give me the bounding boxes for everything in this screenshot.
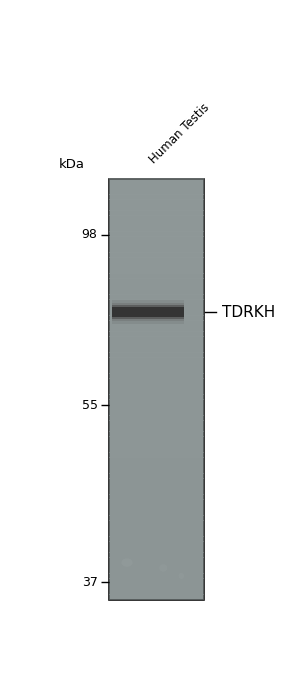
- Bar: [109, 441, 204, 447]
- Bar: [109, 500, 204, 505]
- Bar: [109, 563, 204, 568]
- Bar: [109, 231, 204, 237]
- Ellipse shape: [179, 573, 184, 579]
- Bar: [109, 452, 204, 458]
- Bar: [109, 410, 204, 416]
- Bar: [109, 589, 204, 594]
- Bar: [109, 304, 204, 311]
- Bar: [109, 189, 204, 194]
- Bar: [109, 383, 204, 390]
- Bar: [109, 236, 204, 242]
- Bar: [109, 262, 204, 268]
- Bar: [109, 179, 204, 184]
- Bar: [109, 363, 204, 368]
- Bar: [109, 342, 204, 347]
- Bar: [109, 583, 204, 590]
- Bar: [109, 436, 204, 442]
- Bar: [109, 252, 204, 258]
- Bar: [109, 489, 204, 495]
- Bar: [109, 415, 204, 421]
- Bar: [112, 305, 184, 319]
- Bar: [109, 473, 204, 479]
- Bar: [109, 336, 204, 342]
- Bar: [109, 294, 204, 300]
- Bar: [109, 368, 204, 374]
- Bar: [109, 268, 204, 273]
- Bar: [109, 373, 204, 379]
- Bar: [109, 199, 204, 206]
- Text: 37: 37: [82, 576, 98, 589]
- Bar: [109, 215, 204, 221]
- Bar: [109, 462, 204, 468]
- Bar: [109, 552, 204, 558]
- Bar: [109, 447, 204, 453]
- Bar: [109, 357, 204, 363]
- Bar: [109, 468, 204, 473]
- Bar: [109, 478, 204, 484]
- Bar: [109, 352, 204, 358]
- Bar: [109, 557, 204, 563]
- Bar: [109, 278, 204, 284]
- Ellipse shape: [121, 558, 133, 567]
- Bar: [109, 242, 204, 247]
- Bar: [109, 221, 204, 226]
- Text: kDa: kDa: [59, 158, 85, 171]
- Bar: [109, 347, 204, 353]
- Bar: [109, 484, 204, 489]
- Bar: [109, 431, 204, 437]
- Bar: [109, 421, 204, 426]
- Bar: [109, 394, 204, 400]
- Bar: [109, 226, 204, 232]
- Bar: [109, 547, 204, 552]
- Bar: [109, 510, 204, 516]
- Bar: [109, 457, 204, 463]
- Bar: [109, 389, 204, 394]
- Text: 55: 55: [81, 399, 98, 412]
- Bar: [109, 536, 204, 542]
- Bar: [109, 568, 204, 574]
- Bar: [109, 320, 204, 327]
- Bar: [109, 504, 204, 511]
- Bar: [109, 273, 204, 279]
- Bar: [109, 316, 204, 321]
- Bar: [109, 573, 204, 579]
- Bar: [109, 205, 204, 210]
- Bar: [109, 399, 204, 406]
- Bar: [109, 579, 204, 584]
- Bar: [109, 331, 204, 337]
- Bar: [109, 405, 204, 410]
- Bar: [109, 526, 204, 531]
- Bar: [112, 300, 184, 325]
- Text: Human Testis: Human Testis: [147, 100, 212, 165]
- Bar: [109, 300, 204, 305]
- Bar: [109, 247, 204, 253]
- Bar: [109, 531, 204, 537]
- Bar: [109, 289, 204, 295]
- Bar: [109, 594, 204, 600]
- Text: TDRKH: TDRKH: [222, 304, 275, 320]
- Text: 98: 98: [82, 228, 98, 242]
- Bar: [109, 541, 204, 547]
- Bar: [109, 426, 204, 432]
- Ellipse shape: [159, 564, 167, 572]
- Bar: [109, 326, 204, 331]
- Bar: [109, 210, 204, 216]
- Bar: [109, 183, 204, 190]
- Bar: [109, 194, 204, 200]
- Bar: [112, 303, 184, 321]
- Bar: [109, 310, 204, 316]
- Bar: [109, 284, 204, 289]
- Bar: [109, 520, 204, 526]
- Bar: [109, 515, 204, 521]
- Bar: [109, 494, 204, 500]
- Bar: [109, 179, 204, 600]
- Bar: [109, 257, 204, 263]
- Bar: [109, 379, 204, 384]
- Bar: [112, 307, 184, 317]
